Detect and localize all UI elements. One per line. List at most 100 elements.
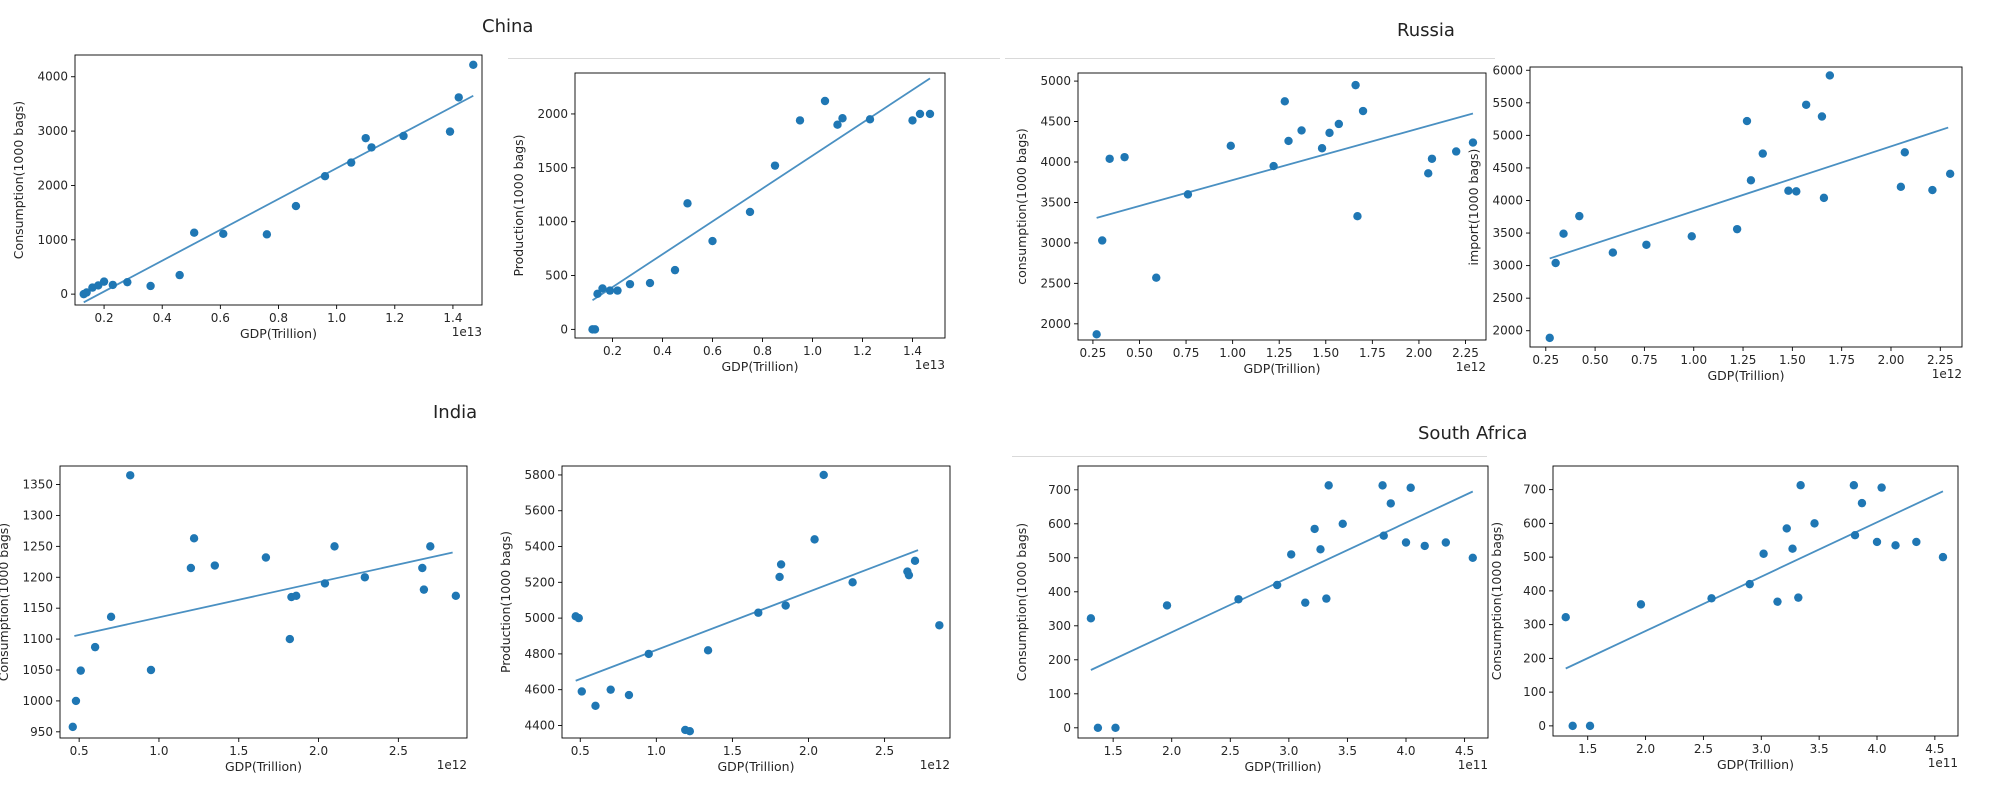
x-tick-label: 3.0 bbox=[1279, 744, 1298, 758]
x-tick-label: 1.2 bbox=[853, 344, 872, 358]
data-point bbox=[754, 608, 763, 617]
data-point bbox=[935, 621, 944, 630]
fit-line bbox=[575, 549, 919, 682]
data-point bbox=[745, 207, 755, 217]
data-point bbox=[1636, 600, 1646, 609]
data-point bbox=[1324, 481, 1333, 490]
y-tick-label: 1350 bbox=[22, 478, 53, 492]
data-point bbox=[1796, 481, 1805, 490]
data-point bbox=[1707, 594, 1716, 603]
data-point bbox=[1758, 149, 1767, 158]
y-tick-label: 3000 bbox=[1040, 236, 1071, 250]
data-point bbox=[574, 613, 583, 623]
y-tick-label: 4000 bbox=[37, 70, 68, 84]
y-tick-label: 500 bbox=[1048, 551, 1071, 565]
x-tick-label: 2.0 bbox=[1162, 744, 1181, 758]
data-point bbox=[1759, 549, 1768, 558]
y-tick-label: 1500 bbox=[537, 161, 568, 175]
data-point bbox=[1792, 187, 1801, 196]
data-point bbox=[591, 701, 600, 710]
data-point bbox=[1945, 169, 1955, 178]
x-tick-label: 3.0 bbox=[1752, 742, 1771, 756]
x-tick-label: 0.75 bbox=[1173, 346, 1200, 360]
data-point bbox=[1850, 530, 1860, 540]
y-tick-label: 500 bbox=[1523, 550, 1546, 564]
data-point bbox=[1378, 481, 1387, 490]
data-point bbox=[1849, 481, 1859, 490]
y-tick-label: 1000 bbox=[22, 694, 53, 708]
data-point bbox=[123, 277, 132, 287]
x-axis-label: GDP(Trillion) bbox=[1717, 757, 1794, 772]
x-tick-label: 1.5 bbox=[229, 744, 248, 758]
data-point bbox=[1226, 141, 1235, 151]
data-point bbox=[1877, 483, 1886, 492]
y-tick-label: 2000 bbox=[37, 178, 68, 192]
data-point bbox=[320, 579, 330, 588]
data-point bbox=[1857, 498, 1867, 508]
x-offset-text: 1e13 bbox=[452, 325, 482, 339]
y-tick-label: 4800 bbox=[524, 647, 555, 661]
x-tick-label: 0.25 bbox=[1080, 346, 1107, 360]
y-axis-label: Consumption(1000 bags) bbox=[1489, 522, 1504, 680]
data-point bbox=[1746, 176, 1756, 185]
x-offset-text: 1e13 bbox=[915, 358, 945, 372]
data-point bbox=[291, 201, 301, 211]
x-tick-label: 1.5 bbox=[1578, 742, 1597, 756]
data-point bbox=[1817, 112, 1827, 121]
separator-line bbox=[508, 58, 1000, 59]
x-tick-label: 0.8 bbox=[269, 311, 288, 325]
x-offset-text: 1e12 bbox=[437, 758, 467, 772]
data-point bbox=[1401, 538, 1411, 547]
fit-line bbox=[1096, 112, 1474, 219]
separator-line bbox=[1005, 58, 1495, 59]
data-point bbox=[1468, 138, 1478, 147]
x-tick-label: 2.25 bbox=[1927, 353, 1954, 367]
fit-line bbox=[1549, 126, 1949, 260]
data-point bbox=[1642, 240, 1651, 249]
x-offset-text: 1e12 bbox=[1456, 360, 1486, 374]
y-tick-label: 2500 bbox=[1492, 291, 1523, 305]
data-point bbox=[613, 286, 622, 295]
data-point bbox=[795, 116, 805, 125]
x-tick-label: 2.5 bbox=[389, 744, 408, 758]
y-tick-label: 1150 bbox=[22, 601, 53, 615]
data-point bbox=[624, 690, 634, 700]
data-point bbox=[1105, 154, 1114, 163]
data-point bbox=[1234, 595, 1243, 604]
data-point bbox=[1152, 273, 1161, 282]
x-tick-label: 4.5 bbox=[1455, 744, 1474, 758]
data-point bbox=[90, 642, 100, 652]
y-tick-label: 1200 bbox=[22, 570, 53, 584]
data-point bbox=[1912, 537, 1921, 547]
data-point bbox=[1316, 545, 1325, 554]
data-point bbox=[1801, 100, 1811, 109]
data-point bbox=[285, 634, 295, 644]
data-point bbox=[833, 120, 842, 129]
x-tick-label: 2.0 bbox=[799, 744, 818, 758]
x-tick-label: 4.0 bbox=[1396, 744, 1415, 758]
x-offset-text: 1e11 bbox=[1458, 758, 1488, 772]
x-tick-label: 0.6 bbox=[703, 344, 722, 358]
data-point bbox=[1092, 330, 1101, 339]
data-point bbox=[146, 281, 155, 291]
axes-frame bbox=[1552, 465, 1959, 737]
data-point bbox=[838, 114, 847, 123]
y-tick-label: 1050 bbox=[22, 663, 53, 677]
x-tick-label: 2.5 bbox=[1221, 744, 1240, 758]
x-tick-label: 1.75 bbox=[1359, 346, 1386, 360]
y-tick-label: 5500 bbox=[1492, 96, 1523, 110]
data-point bbox=[399, 131, 408, 141]
x-tick-label: 4.0 bbox=[1867, 742, 1886, 756]
x-offset-text: 1e11 bbox=[1928, 756, 1958, 770]
y-tick-label: 4400 bbox=[524, 718, 555, 732]
y-tick-label: 300 bbox=[1523, 618, 1546, 632]
x-tick-label: 1.0 bbox=[803, 344, 822, 358]
y-tick-label: 100 bbox=[1523, 685, 1546, 699]
data-point bbox=[1093, 723, 1103, 732]
data-point bbox=[1353, 212, 1362, 221]
data-point bbox=[1334, 119, 1344, 129]
data-point bbox=[1742, 116, 1752, 126]
